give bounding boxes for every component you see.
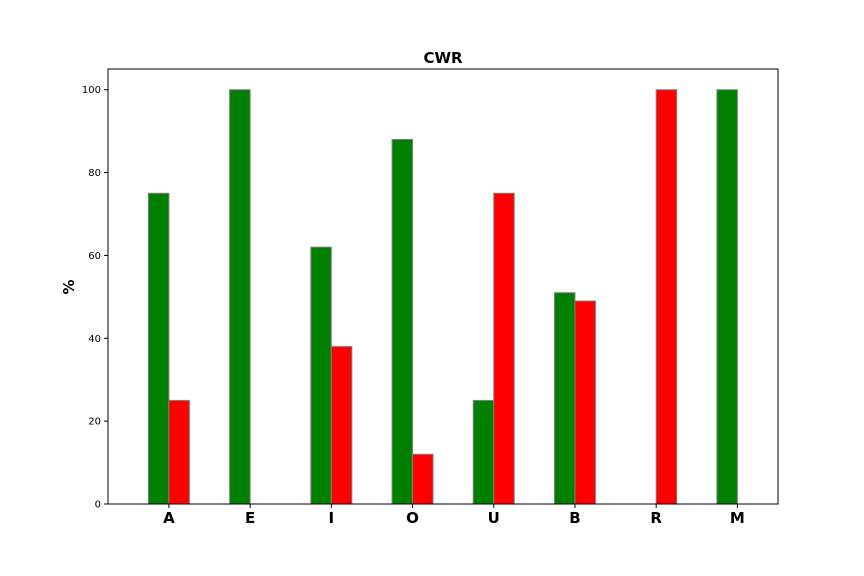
- x-tick-label-e: E: [245, 509, 255, 527]
- bar-red-u: [493, 192, 515, 505]
- chart-title: CWR: [423, 49, 463, 67]
- x-tick-label-o: O: [406, 509, 419, 527]
- x-tick-label-r: R: [650, 509, 662, 527]
- y-tick-label: 60: [88, 251, 101, 262]
- bar-red-o: [412, 453, 434, 505]
- x-tick-label-m: M: [730, 509, 745, 527]
- plot-frame: [107, 68, 779, 505]
- bars-group: [147, 89, 738, 505]
- bar-green-e: [229, 89, 251, 505]
- bar-red-i: [330, 346, 353, 505]
- y-ticks-group: 0 20 40 60 80 100: [82, 85, 108, 511]
- bar-green-o: [391, 138, 414, 505]
- y-tick-label: 0: [95, 500, 101, 511]
- x-tick-label-u: U: [488, 509, 500, 527]
- bar-green-a: [147, 192, 170, 505]
- bar-red-r: [655, 89, 678, 505]
- bar-green-u: [472, 399, 495, 505]
- bar-green-m: [716, 89, 738, 505]
- y-tick-label: 40: [88, 334, 101, 345]
- y-tick-label: 20: [88, 417, 101, 428]
- x-tick-label-i: I: [329, 509, 335, 527]
- bar-red-a: [168, 399, 190, 505]
- y-tick-label: 80: [88, 168, 101, 179]
- bar-red-b: [574, 300, 596, 505]
- y-tick-label: 100: [82, 85, 101, 96]
- x-tick-label-b: B: [569, 509, 580, 527]
- y-axis-label: %: [60, 279, 78, 294]
- bar-green-i: [310, 246, 332, 505]
- x-tick-label-a: A: [163, 509, 175, 527]
- bar-green-b: [553, 292, 576, 505]
